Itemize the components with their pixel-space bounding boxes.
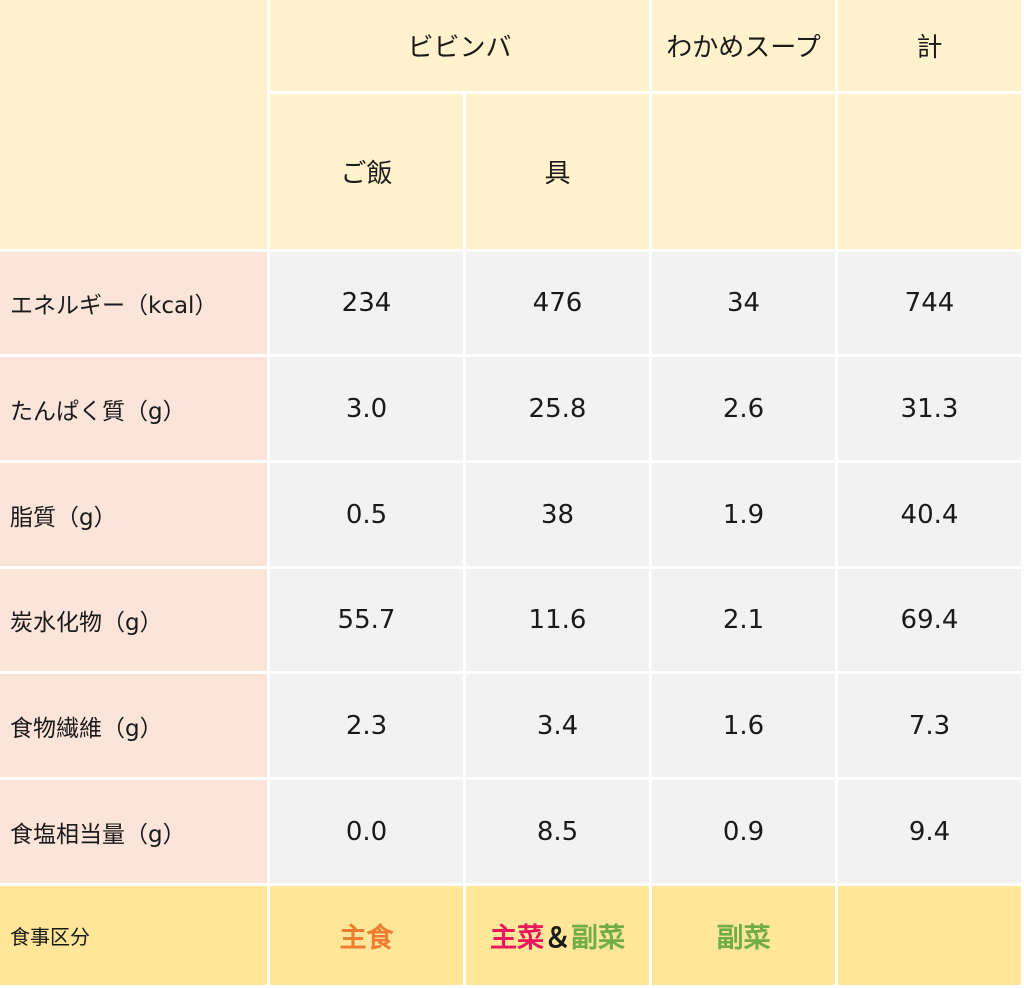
category-ampersand: ＆: [544, 923, 571, 954]
cell-carbs-toppings: 11.6: [466, 569, 652, 674]
row-label-protein: たんぱく質（g）: [0, 357, 270, 463]
row-label-fat: 脂質（g）: [0, 463, 270, 569]
cell-salt-soup: 0.9: [652, 780, 838, 886]
subheader-soup-empty: [652, 94, 838, 252]
category-soup-side-dish: 副菜: [716, 923, 771, 954]
row-label-energy: エネルギー（kcal）: [0, 252, 270, 357]
category-toppings: 主菜 ＆ 副菜: [466, 886, 652, 988]
cell-protein-total: 31.3: [838, 357, 1024, 463]
cell-fiber-total: 7.3: [838, 674, 1024, 780]
corner-cell: [0, 0, 270, 252]
cell-fat-soup: 1.9: [652, 463, 838, 569]
cell-salt-rice: 0.0: [270, 780, 466, 886]
cell-protein-soup: 2.6: [652, 357, 838, 463]
cell-protein-toppings: 25.8: [466, 357, 652, 463]
subheader-toppings: 具: [466, 94, 652, 252]
cell-carbs-soup: 2.1: [652, 569, 838, 674]
cell-carbs-total: 69.4: [838, 569, 1024, 674]
cell-salt-total: 9.4: [838, 780, 1024, 886]
cell-salt-toppings: 8.5: [466, 780, 652, 886]
category-rice: 主食: [270, 886, 466, 988]
cell-energy-total: 744: [838, 252, 1024, 357]
category-main-dish: 主菜: [490, 923, 544, 954]
row-label-carbs: 炭水化物（g）: [0, 569, 270, 674]
row-label-meal-category: 食事区分: [0, 886, 270, 988]
category-soup: 副菜: [652, 886, 838, 988]
header-soup: わかめスープ: [652, 0, 838, 94]
header-bibimbap: ビビンバ: [270, 0, 652, 94]
cell-fat-total: 40.4: [838, 463, 1024, 569]
cell-energy-soup: 34: [652, 252, 838, 357]
row-label-fiber: 食物繊維（g）: [0, 674, 270, 780]
category-total-empty: [838, 886, 1024, 988]
cell-energy-rice: 234: [270, 252, 466, 357]
cell-carbs-rice: 55.7: [270, 569, 466, 674]
cell-fiber-toppings: 3.4: [466, 674, 652, 780]
category-staple: 主食: [339, 923, 394, 954]
cell-fat-rice: 0.5: [270, 463, 466, 569]
cell-energy-toppings: 476: [466, 252, 652, 357]
subheader-rice: ご飯: [270, 94, 466, 252]
cell-protein-rice: 3.0: [270, 357, 466, 463]
category-side-dish: 副菜: [571, 923, 625, 954]
subheader-total-empty: [838, 94, 1024, 252]
header-total: 計: [838, 0, 1024, 94]
cell-fiber-rice: 2.3: [270, 674, 466, 780]
cell-fat-toppings: 38: [466, 463, 652, 569]
cell-fiber-soup: 1.6: [652, 674, 838, 780]
row-label-salt: 食塩相当量（g）: [0, 780, 270, 886]
